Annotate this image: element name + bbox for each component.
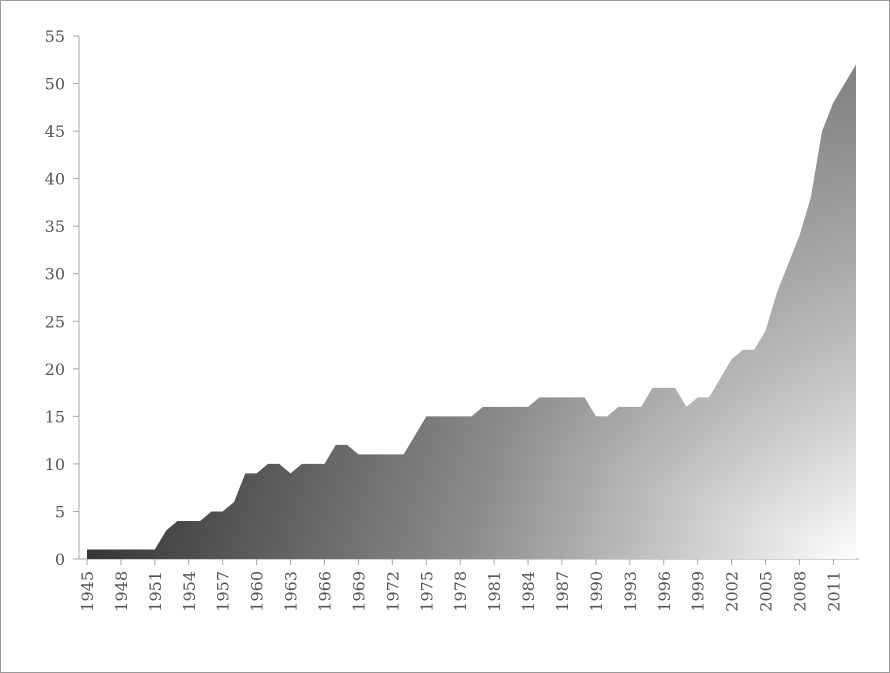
x-tick-label: 1990: [587, 571, 606, 612]
y-tick-label: 55: [45, 27, 65, 46]
y-axis: 0 5 10 15 20 25 30 35 40 45 50 55: [45, 27, 80, 569]
x-tick-label: 1984: [519, 571, 538, 612]
x-tick-label: 1963: [282, 571, 301, 612]
x-tick-label: 1999: [689, 571, 708, 612]
y-tick-label: 35: [45, 217, 65, 236]
x-tick-label: 1960: [248, 571, 267, 612]
x-tick-label: 1954: [180, 571, 199, 612]
x-tick-label: 2008: [790, 571, 809, 612]
y-tick-label: 15: [45, 407, 65, 426]
y-tick-label: 5: [55, 502, 65, 521]
area-series: [87, 64, 856, 559]
x-tick-label: 1987: [553, 571, 572, 612]
y-tick-label: 10: [45, 455, 65, 474]
x-tick-label: 1948: [112, 571, 131, 612]
x-tick-label: 2002: [723, 571, 742, 612]
area-shade: [87, 64, 856, 559]
x-tick-label: 1972: [383, 571, 402, 612]
x-tick-label: 1951: [146, 571, 165, 612]
x-tick-label: 1975: [417, 571, 436, 612]
x-tick-label: 1966: [315, 571, 334, 612]
x-tick-label: 2011: [824, 571, 843, 612]
y-tick-label: 45: [45, 122, 65, 141]
y-tick-label: 30: [45, 265, 65, 284]
x-axis: 1945 1948 1951 1954 1957 1960 1963 1966 1969 1972…: [78, 558, 859, 612]
y-tick-label: 0: [55, 550, 65, 569]
x-tick-label: 1978: [451, 571, 470, 612]
x-tick-label: 1993: [621, 571, 640, 612]
x-tick-label: 2005: [757, 571, 776, 612]
y-tick-label: 50: [45, 75, 65, 94]
y-tick-label: 20: [45, 360, 65, 379]
x-tick-label: 1996: [655, 571, 674, 612]
y-tick-label: 25: [45, 312, 65, 331]
y-tick-label: 40: [45, 170, 65, 189]
x-tick-label: 1945: [78, 571, 97, 612]
x-tick-label: 1957: [214, 571, 233, 612]
x-tick-label: 1981: [485, 571, 504, 612]
x-tick-label: 1969: [349, 571, 368, 612]
